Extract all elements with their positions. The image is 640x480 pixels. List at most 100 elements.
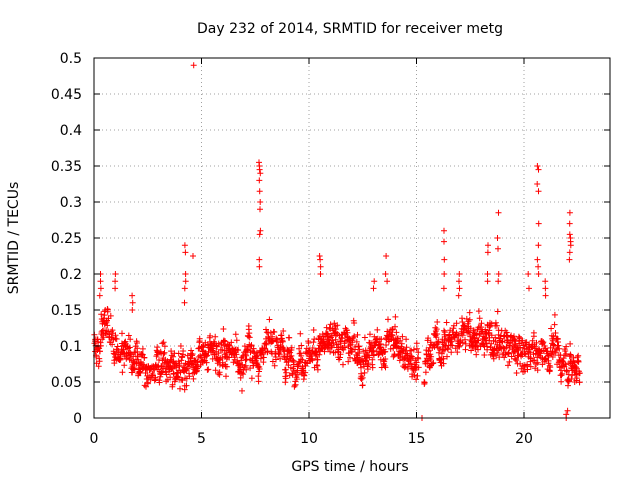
data-point bbox=[499, 338, 506, 345]
data-point bbox=[566, 231, 573, 238]
data-point bbox=[440, 355, 447, 362]
y-tick-label: 0.05 bbox=[51, 375, 82, 391]
data-point bbox=[282, 375, 289, 382]
data-point bbox=[190, 62, 197, 69]
data-point bbox=[298, 342, 305, 349]
data-point bbox=[160, 351, 167, 357]
data-point bbox=[443, 319, 450, 326]
data-point bbox=[274, 336, 281, 343]
data-point bbox=[556, 345, 563, 352]
data-point bbox=[535, 188, 542, 195]
data-point bbox=[495, 245, 501, 252]
data-point bbox=[277, 355, 284, 362]
data-point bbox=[254, 352, 261, 359]
data-point bbox=[370, 285, 377, 292]
data-point bbox=[143, 383, 149, 390]
data-point bbox=[484, 271, 491, 277]
data-point bbox=[415, 355, 422, 362]
data-point bbox=[245, 333, 252, 340]
data-point bbox=[237, 366, 244, 373]
data-point bbox=[468, 347, 475, 354]
data-point bbox=[351, 333, 358, 340]
data-point bbox=[488, 320, 495, 327]
data-point bbox=[159, 340, 166, 347]
data-point bbox=[351, 320, 358, 326]
data-point bbox=[219, 347, 226, 353]
y-tick-label: 0 bbox=[73, 411, 82, 427]
data-point bbox=[382, 364, 389, 371]
data-point bbox=[573, 375, 580, 382]
data-point bbox=[494, 235, 501, 241]
data-point bbox=[359, 382, 366, 389]
data-point bbox=[256, 263, 263, 270]
data-point bbox=[448, 349, 455, 356]
data-point bbox=[542, 292, 549, 299]
data-point bbox=[382, 348, 389, 355]
data-point bbox=[453, 320, 460, 327]
data-point bbox=[576, 379, 583, 386]
data-point bbox=[205, 366, 212, 373]
data-point bbox=[382, 271, 389, 277]
data-point bbox=[495, 209, 502, 216]
data-point bbox=[246, 334, 253, 341]
data-point bbox=[565, 371, 572, 378]
data-point bbox=[317, 271, 324, 277]
data-point bbox=[506, 358, 513, 365]
data-point bbox=[534, 163, 541, 169]
data-point bbox=[542, 356, 548, 362]
y-tick-label: 0.5 bbox=[60, 51, 82, 67]
data-point bbox=[110, 350, 117, 357]
data-point bbox=[384, 278, 391, 285]
data-point bbox=[303, 350, 310, 357]
data-point bbox=[517, 344, 524, 351]
data-point bbox=[257, 206, 263, 213]
data-point bbox=[302, 369, 309, 376]
data-point bbox=[497, 344, 504, 351]
data-point bbox=[456, 271, 463, 277]
data-point bbox=[248, 375, 255, 382]
data-point bbox=[256, 166, 263, 173]
data-point bbox=[484, 249, 491, 256]
data-point bbox=[112, 271, 119, 277]
data-point bbox=[248, 342, 255, 349]
data-point bbox=[527, 363, 534, 370]
data-point bbox=[233, 337, 240, 344]
data-point bbox=[134, 340, 140, 346]
data-point bbox=[207, 332, 214, 339]
x-tick-label: 10 bbox=[300, 431, 318, 447]
data-point bbox=[371, 278, 378, 285]
data-point bbox=[441, 238, 447, 245]
data-point bbox=[134, 348, 141, 355]
data-point bbox=[271, 329, 278, 335]
data-point bbox=[559, 370, 566, 377]
data-point bbox=[490, 355, 497, 362]
data-point bbox=[562, 348, 569, 354]
data-point bbox=[530, 329, 537, 336]
data-point bbox=[444, 353, 450, 360]
data-point bbox=[535, 263, 542, 270]
data-point bbox=[169, 381, 176, 388]
data-point bbox=[270, 338, 277, 344]
data-point bbox=[566, 209, 573, 216]
data-point bbox=[182, 249, 189, 256]
data-point bbox=[424, 360, 431, 367]
data-point bbox=[112, 278, 119, 285]
y-tick-label: 0.2 bbox=[60, 267, 82, 283]
y-tick-label: 0.1 bbox=[60, 339, 82, 355]
data-point bbox=[292, 381, 299, 388]
data-point bbox=[235, 347, 242, 354]
data-point bbox=[117, 356, 124, 363]
data-point bbox=[127, 336, 134, 343]
data-point bbox=[432, 324, 439, 331]
data-point bbox=[212, 367, 219, 374]
data-point bbox=[413, 340, 420, 347]
data-point bbox=[370, 352, 377, 359]
data-point bbox=[448, 338, 455, 345]
data-point bbox=[560, 355, 567, 362]
data-point bbox=[534, 367, 541, 374]
data-point bbox=[563, 343, 570, 350]
data-point bbox=[425, 347, 432, 354]
data-point bbox=[555, 342, 562, 349]
data-point bbox=[495, 278, 502, 285]
